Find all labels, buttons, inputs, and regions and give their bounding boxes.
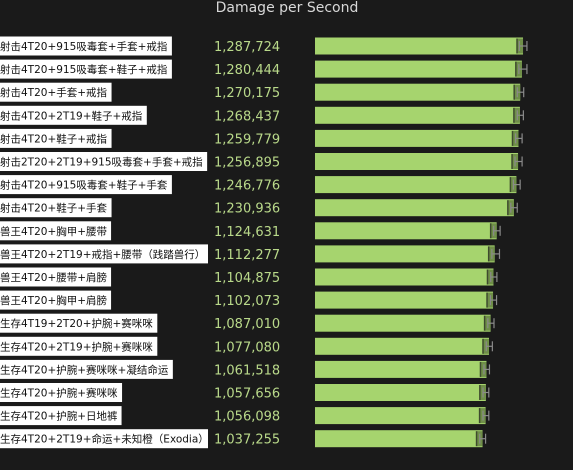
- bar: [315, 222, 497, 240]
- category-label: 射击4T20+915吸毒套+手套+戒指: [0, 40, 168, 53]
- category-label: 兽王4T20+腰带+肩膀: [0, 271, 107, 284]
- category-label: 生存4T20+护腕+日地裤: [0, 410, 118, 423]
- bar: [315, 360, 487, 378]
- category-label: 生存4T20+护腕+赛咪咪: [0, 387, 118, 400]
- bar-row: 生存4T20+护腕+日地裤 1,056,098: [0, 406, 490, 426]
- value-label: 1,102,073: [214, 294, 280, 309]
- category-label-box: [0, 198, 112, 218]
- bar-row: 射击2T20+2T19+915吸毒套+手套+戒指 1,256,895: [0, 152, 523, 171]
- bar: [315, 268, 494, 286]
- category-label: 射击4T20+915吸毒套+鞋子+戒指: [0, 63, 168, 76]
- value-label: 1,270,175: [214, 86, 280, 101]
- value-label: 1,104,875: [214, 271, 280, 286]
- bar-row: 兽王4T20+胸甲+腰带 1,124,631: [0, 221, 501, 241]
- value-label: 1,259,779: [214, 132, 280, 147]
- bar-row: 射击4T20+915吸毒套+鞋子+戒指 1,280,444: [0, 59, 528, 79]
- bar-row: 射击4T20+手套+戒指 1,270,175: [0, 82, 525, 102]
- category-label: 射击2T20+2T19+915吸毒套+手套+戒指: [0, 156, 203, 169]
- bar-row: 射击4T20+鞋子+戒指 1,259,779: [0, 128, 523, 148]
- category-label: 射击4T20+手套+戒指: [0, 86, 108, 99]
- category-label-box: [0, 59, 172, 79]
- bar: [315, 83, 521, 101]
- category-label: 生存4T20+2T19+护腕+赛咪咪: [0, 340, 153, 353]
- bar-row: 兽王4T20+胸甲+肩膀 1,102,073: [0, 290, 498, 310]
- value-label: 1,256,895: [214, 156, 280, 171]
- bar: [315, 314, 491, 332]
- value-label: 1,124,631: [214, 225, 280, 240]
- value-label: 1,230,936: [214, 202, 280, 217]
- category-label-box: [0, 152, 208, 171]
- value-label: 1,280,444: [214, 63, 280, 78]
- category-label-box: [0, 105, 147, 125]
- bar-row: 生存4T19+2T20+护腕+赛咪咪 1,087,010: [0, 313, 495, 333]
- bar-row: 射击4T20+915吸毒套+鞋子+手套 1,246,776: [0, 175, 521, 195]
- bar: [315, 245, 495, 263]
- category-label: 射击4T20+915吸毒套+鞋子+手套: [0, 179, 168, 192]
- category-label-box: [0, 290, 112, 310]
- category-label-box: [0, 82, 112, 102]
- value-label: 1,037,255: [214, 433, 280, 448]
- bar: [315, 199, 514, 217]
- value-label: 1,268,437: [214, 109, 280, 124]
- category-label: 生存4T19+2T20+护腕+赛咪咪: [0, 317, 153, 330]
- bar: [315, 106, 520, 124]
- bar-row: 生存4T20+护腕+赛咪咪 1,057,656: [0, 383, 490, 402]
- category-label: 兽王4T20+胸甲+腰带: [0, 225, 107, 238]
- value-label: 1,287,724: [214, 40, 280, 55]
- category-label: 生存4T20+2T19+命运+未知橙（Exodia）: [0, 433, 209, 446]
- value-label: 1,056,098: [214, 410, 280, 425]
- value-label: 1,077,080: [214, 340, 280, 355]
- category-label-box: [0, 383, 123, 402]
- category-label-box: [0, 313, 158, 333]
- bar: [315, 60, 522, 78]
- chart-title: Damage per Second: [216, 0, 359, 16]
- bar: [315, 291, 494, 309]
- bar: [315, 337, 489, 355]
- category-label-box: [0, 267, 112, 287]
- category-label-box: [0, 359, 173, 379]
- value-label: 1,246,776: [214, 179, 280, 194]
- bar: [315, 153, 519, 170]
- value-label: 1,112,277: [214, 248, 280, 263]
- bar: [315, 430, 483, 448]
- category-label: 射击4T20+鞋子+戒指: [0, 132, 108, 145]
- category-label: 兽王4T20+胸甲+肩膀: [0, 294, 107, 307]
- category-label-box: [0, 175, 172, 195]
- bar-row: 生存4T20+护腕+赛咪咪+凝结命运 1,061,518: [0, 359, 491, 379]
- bar: [315, 384, 486, 401]
- bar: [315, 407, 486, 425]
- bar-row: 生存4T20+2T19+命运+未知橙（Exodia） 1,037,255: [0, 429, 487, 449]
- value-label: 1,057,656: [214, 387, 280, 402]
- bar-row: 兽王4T20+2T19+戒指+腰带（践踏兽行） 1,112,277: [0, 244, 501, 264]
- bar-rows: 射击4T20+915吸毒套+手套+戒指 1,287,724射击4T20+915吸毒…: [0, 36, 528, 449]
- value-label: 1,087,010: [214, 317, 280, 332]
- category-label-box: [0, 406, 122, 426]
- category-label-box: [0, 36, 172, 56]
- bar-row: 射击4T20+2T19+鞋子+戒指 1,268,437: [0, 105, 524, 125]
- category-label: 生存4T20+护腕+赛咪咪+凝结命运: [0, 363, 169, 376]
- bar: [315, 176, 517, 194]
- category-label: 射击4T20+鞋子+手套: [0, 202, 108, 215]
- bar-row: 生存4T20+2T19+护腕+赛咪咪 1,077,080: [0, 336, 493, 356]
- category-label: 射击4T20+2T19+鞋子+戒指: [0, 109, 143, 122]
- category-label-box: [0, 128, 112, 148]
- category-label: 兽王4T20+2T19+戒指+腰带（践踏兽行）: [0, 248, 205, 261]
- bar-row: 兽王4T20+腰带+肩膀 1,104,875: [0, 267, 498, 287]
- bar: [315, 37, 524, 55]
- bar-row: 射击4T20+915吸毒套+手套+戒指 1,287,724: [0, 36, 528, 56]
- category-label-box: [0, 336, 158, 356]
- category-label-box: [0, 429, 208, 449]
- category-label-box: [0, 244, 208, 264]
- value-label: 1,061,518: [214, 363, 280, 378]
- category-label-box: [0, 221, 112, 241]
- bar: [315, 129, 519, 147]
- bar-row: 射击4T20+鞋子+手套 1,230,936: [0, 198, 518, 218]
